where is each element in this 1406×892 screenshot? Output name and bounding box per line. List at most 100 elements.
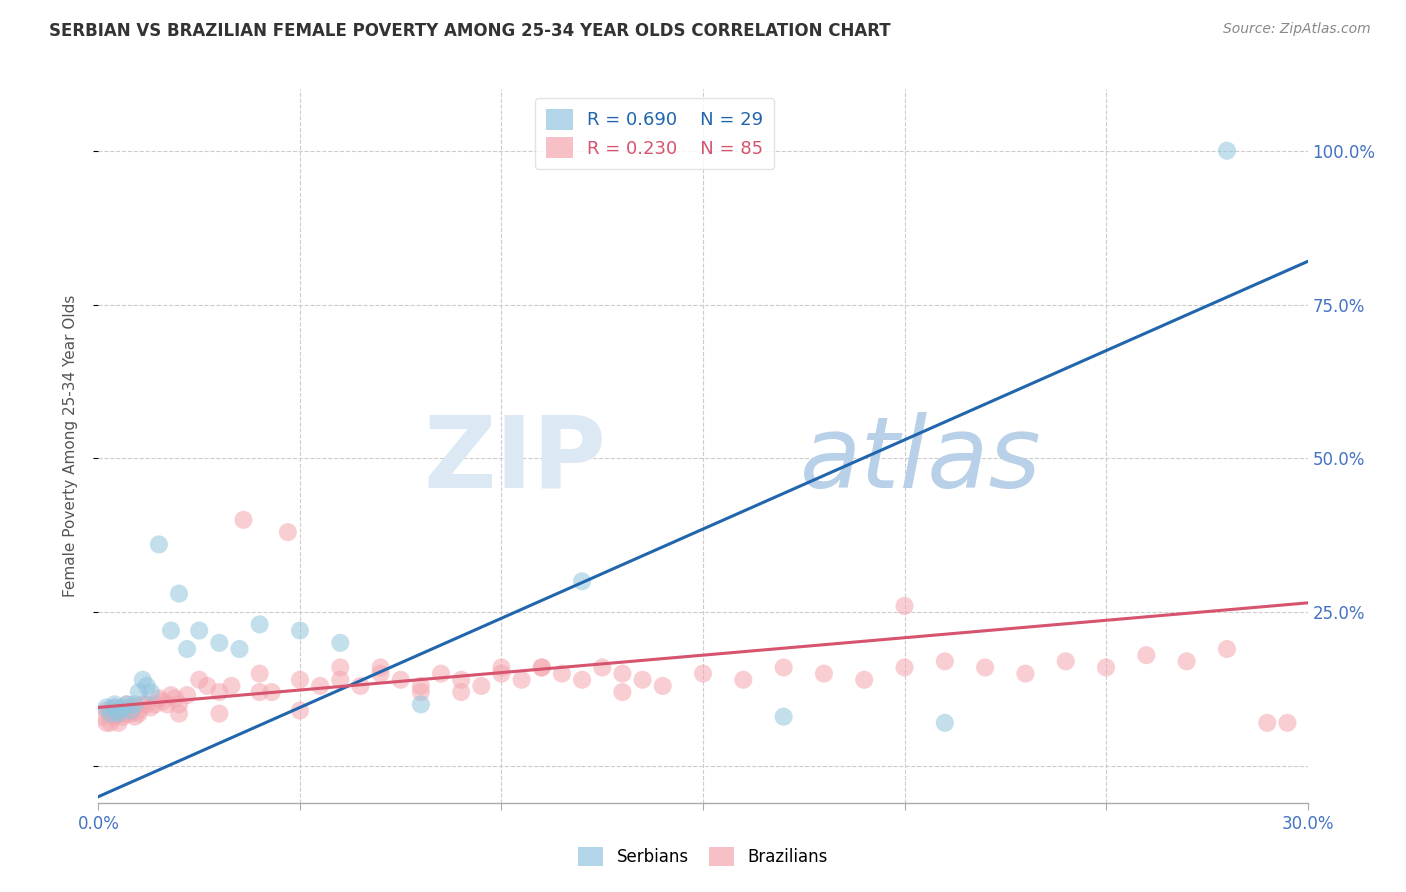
Point [631, 673, 654, 687]
Point [167, 698, 190, 712]
Point [100, 706, 122, 721]
Point [115, 706, 138, 721]
Point [853, 673, 876, 687]
Point [1175, 654, 1198, 668]
Y-axis label: Female Poverty Among 25-34 Year Olds: Female Poverty Among 25-34 Year Olds [63, 295, 77, 597]
Point [96, 704, 118, 718]
Point [288, 673, 311, 687]
Point [221, 679, 243, 693]
Point [491, 666, 513, 681]
Text: atlas: atlas [800, 412, 1042, 508]
Point [612, 666, 634, 681]
Point [167, 706, 190, 721]
Point [152, 694, 174, 708]
Point [124, 709, 146, 723]
Text: SERBIAN VS BRAZILIAN FEMALE POVERTY AMONG 25-34 YEAR OLDS CORRELATION CHART: SERBIAN VS BRAZILIAN FEMALE POVERTY AMON… [49, 22, 891, 40]
Point [1256, 715, 1278, 730]
Point [1277, 715, 1299, 730]
Point [260, 685, 283, 699]
Point [551, 666, 574, 681]
Point [176, 642, 198, 657]
Point [1095, 660, 1118, 674]
Point [167, 587, 190, 601]
Point [163, 691, 186, 706]
Point [329, 660, 352, 674]
Point [139, 685, 162, 699]
Point [470, 679, 492, 693]
Point [128, 685, 150, 699]
Point [128, 706, 150, 721]
Point [188, 624, 211, 638]
Point [103, 700, 125, 714]
Point [370, 666, 392, 681]
Point [91, 709, 114, 723]
Point [115, 698, 138, 712]
Point [143, 698, 166, 712]
Point [103, 709, 125, 723]
Point [612, 685, 634, 699]
Point [389, 673, 412, 687]
Point [934, 654, 956, 668]
Point [450, 685, 472, 699]
Point [111, 709, 134, 723]
Point [277, 525, 299, 540]
Point [692, 666, 714, 681]
Point [124, 700, 146, 714]
Point [135, 698, 157, 712]
Point [148, 691, 170, 706]
Point [120, 704, 142, 718]
Point [249, 666, 271, 681]
Point [1014, 666, 1036, 681]
Point [249, 617, 271, 632]
Point [120, 704, 142, 718]
Point [100, 715, 122, 730]
Point [510, 673, 533, 687]
Point [132, 673, 155, 687]
Point [733, 673, 755, 687]
Point [571, 574, 593, 589]
Point [208, 706, 231, 721]
Point [160, 624, 183, 638]
Point [491, 660, 513, 674]
Point [409, 698, 432, 712]
Point [132, 698, 155, 712]
Point [288, 704, 311, 718]
Point [974, 660, 997, 674]
Text: ZIP: ZIP [423, 412, 606, 508]
Point [107, 706, 129, 721]
Point [430, 666, 453, 681]
Point [329, 636, 352, 650]
Point [1216, 144, 1239, 158]
Point [96, 700, 118, 714]
Point [115, 698, 138, 712]
Point [156, 698, 179, 712]
Point [148, 537, 170, 551]
Point [103, 700, 125, 714]
Text: Source: ZipAtlas.com: Source: ZipAtlas.com [1223, 22, 1371, 37]
Point [571, 673, 593, 687]
Legend: Serbians, Brazilians: Serbians, Brazilians [572, 840, 834, 873]
Point [107, 706, 129, 721]
Point [349, 679, 371, 693]
Point [124, 698, 146, 712]
Point [100, 704, 122, 718]
Point [107, 715, 129, 730]
Point [772, 709, 794, 723]
Point [107, 704, 129, 718]
Point [772, 660, 794, 674]
Point [893, 660, 915, 674]
Point [450, 673, 472, 687]
Point [329, 673, 352, 687]
Point [139, 700, 162, 714]
Point [409, 685, 432, 699]
Point [409, 679, 432, 693]
Point [232, 513, 254, 527]
Point [160, 688, 183, 702]
Point [530, 660, 553, 674]
Point [1216, 642, 1239, 657]
Point [288, 624, 311, 638]
Point [103, 698, 125, 712]
Point [1054, 654, 1077, 668]
Point [591, 660, 613, 674]
Point [893, 599, 915, 613]
